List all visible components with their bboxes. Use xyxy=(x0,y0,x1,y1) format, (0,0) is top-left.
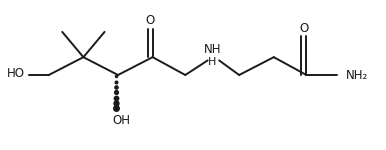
Text: HO: HO xyxy=(7,67,25,80)
Text: OH: OH xyxy=(112,114,130,127)
Text: NH: NH xyxy=(203,43,221,56)
Text: NH₂: NH₂ xyxy=(346,69,368,81)
Text: O: O xyxy=(146,14,155,27)
Text: O: O xyxy=(300,22,309,35)
Text: H: H xyxy=(208,57,217,67)
